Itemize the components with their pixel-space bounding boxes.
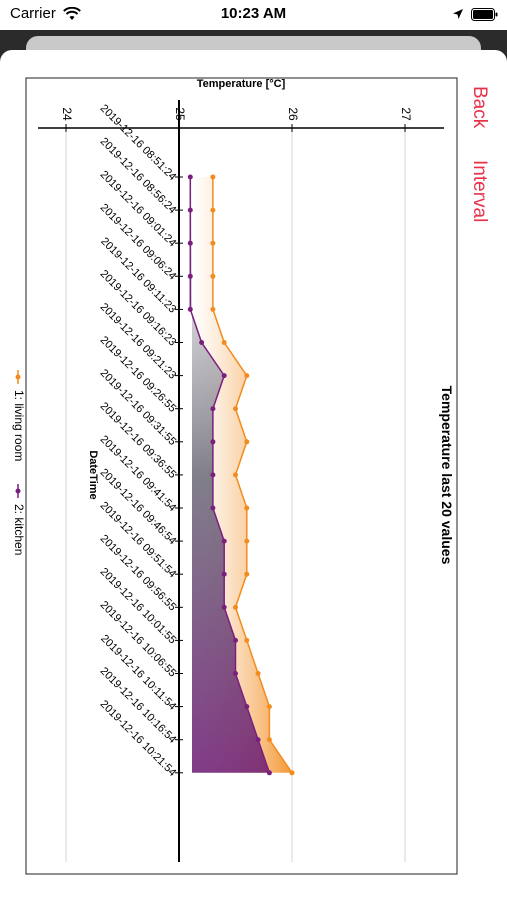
- data-point: [233, 604, 238, 610]
- data-point: [233, 671, 238, 676]
- data-point: [244, 439, 250, 445]
- data-point: [210, 174, 216, 180]
- data-point: [244, 538, 250, 544]
- data-point: [266, 737, 272, 743]
- data-point: [244, 505, 250, 511]
- data-point: [289, 770, 295, 776]
- data-point: [210, 306, 216, 312]
- data-point: [266, 704, 272, 710]
- data-point: [210, 472, 216, 478]
- data-point: [210, 406, 216, 412]
- data-point: [221, 340, 227, 345]
- y-axis-title: Temperature [°C]: [197, 78, 286, 90]
- data-point: [233, 472, 238, 478]
- data-point: [210, 273, 216, 279]
- y-tick-label: 24: [60, 107, 74, 121]
- legend-label: 1: living room: [12, 390, 26, 461]
- data-point: [210, 505, 216, 511]
- data-point: [210, 439, 216, 445]
- data-point: [221, 373, 227, 379]
- y-tick-label: 26: [286, 107, 300, 121]
- location-arrow-icon: [453, 9, 463, 19]
- data-point: [187, 207, 193, 213]
- wifi-icon: [63, 7, 81, 20]
- chart-border: [25, 77, 458, 875]
- data-point: [244, 637, 250, 643]
- data-point: [187, 174, 193, 180]
- battery-icon: [471, 8, 498, 21]
- data-point: [266, 770, 272, 776]
- data-point: [210, 207, 216, 213]
- x-axis-title: DateTime: [87, 450, 99, 499]
- status-bar: Carrier 10:23 AM: [0, 0, 507, 30]
- data-point: [244, 704, 250, 710]
- data-point: [199, 340, 205, 345]
- chart-title: Temperature last 20 values: [439, 386, 455, 565]
- data-point: [255, 671, 261, 676]
- data-point: [244, 373, 250, 379]
- series-area: [190, 177, 270, 773]
- data-point: [244, 571, 250, 577]
- data-point: [187, 273, 193, 279]
- y-tick-label: 25: [173, 107, 187, 121]
- data-point: [221, 571, 227, 577]
- legend-label: 2: kitchen: [12, 504, 26, 555]
- y-tick-label: 27: [399, 107, 413, 121]
- data-point: [233, 406, 238, 412]
- data-point: [255, 737, 261, 743]
- data-point: [187, 306, 193, 312]
- legend-marker: [15, 374, 21, 380]
- data-point: [210, 240, 216, 246]
- carrier-label: Carrier: [10, 5, 56, 22]
- clock: 10:23 AM: [220, 5, 287, 22]
- data-point: [221, 604, 227, 610]
- data-point: [221, 538, 227, 544]
- legend-marker: [15, 488, 21, 494]
- data-point: [187, 240, 193, 246]
- data-point: [233, 637, 238, 643]
